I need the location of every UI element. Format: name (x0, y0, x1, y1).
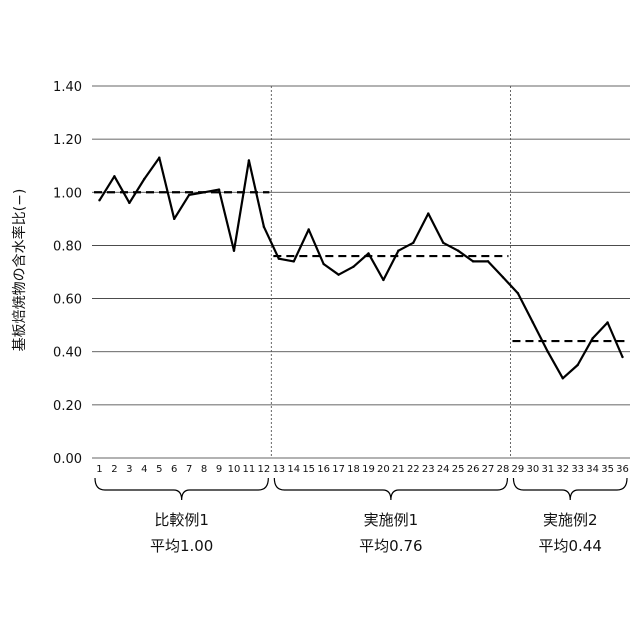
y-tick-label: 0.20 (53, 399, 82, 414)
x-axis-ticks: 1234567891011121314151617181920212223242… (96, 464, 629, 475)
series-line (100, 158, 623, 379)
x-tick-label: 16 (317, 464, 330, 475)
data-point (457, 250, 459, 252)
data-point (517, 292, 519, 294)
x-tick-label: 14 (287, 464, 300, 475)
group-braces (95, 478, 627, 500)
x-tick-label: 10 (228, 464, 241, 475)
x-tick-label: 17 (332, 464, 345, 475)
data-point (382, 279, 384, 281)
x-tick-label: 27 (482, 464, 495, 475)
data-point (263, 226, 265, 228)
data-point (442, 242, 444, 244)
data-point (233, 250, 235, 252)
x-tick-label: 22 (407, 464, 420, 475)
group-dividers (271, 86, 510, 458)
data-point (576, 364, 578, 366)
x-tick-label: 28 (497, 464, 510, 475)
x-tick-label: 20 (377, 464, 390, 475)
x-tick-label: 1 (96, 464, 102, 475)
x-tick-label: 21 (392, 464, 405, 475)
x-tick-label: 2 (111, 464, 117, 475)
data-point (188, 194, 190, 196)
data-point (322, 263, 324, 265)
data-point (606, 321, 608, 323)
group-average-label: 平均1.00 (150, 537, 213, 555)
y-tick-label: 1.20 (53, 133, 82, 148)
group-average-label: 平均0.76 (359, 537, 422, 555)
x-tick-label: 6 (171, 464, 177, 475)
data-point (173, 218, 175, 220)
group-brace (274, 478, 507, 500)
x-tick-label: 9 (216, 464, 222, 475)
group-brace (95, 478, 268, 500)
data-point (293, 260, 295, 262)
y-tick-label: 1.40 (53, 80, 82, 95)
y-tick-label: 0.80 (53, 239, 82, 254)
data-point (502, 276, 504, 278)
data-point (547, 351, 549, 353)
data-point (203, 191, 205, 193)
x-tick-label: 36 (616, 464, 629, 475)
data-point (113, 175, 115, 177)
group-labels: 比較例1 平均1.00 実施例1 平均0.76 実施例2 平均0.44 (150, 511, 602, 555)
data-point (248, 159, 250, 161)
data-point (472, 260, 474, 262)
data-point (427, 212, 429, 214)
group-name: 比較例1 (154, 511, 209, 529)
x-tick-label: 15 (302, 464, 315, 475)
x-tick-label: 25 (452, 464, 465, 475)
x-tick-label: 30 (526, 464, 539, 475)
data-point (143, 178, 145, 180)
x-tick-label: 26 (467, 464, 480, 475)
y-axis-label: 基板焙焼物の含水率比(−) (11, 189, 28, 352)
x-tick-label: 11 (243, 464, 256, 475)
x-tick-label: 32 (556, 464, 569, 475)
data-point (218, 188, 220, 190)
y-tick-label: 0.40 (53, 346, 82, 361)
data-point (158, 157, 160, 159)
group-name: 実施例1 (364, 511, 419, 529)
data-point (307, 228, 309, 230)
data-point (337, 273, 339, 275)
y-tick-label: 1.00 (53, 186, 82, 201)
x-tick-label: 23 (422, 464, 435, 475)
x-tick-label: 13 (272, 464, 285, 475)
data-point (98, 199, 100, 201)
x-tick-label: 12 (257, 464, 270, 475)
x-tick-label: 24 (437, 464, 450, 475)
data-point (621, 356, 623, 358)
x-tick-label: 4 (141, 464, 147, 475)
x-tick-label: 18 (347, 464, 360, 475)
data-point (412, 242, 414, 244)
grid-lines (92, 86, 630, 458)
data-point (128, 202, 130, 204)
group-average-label: 平均0.44 (539, 537, 602, 555)
x-tick-label: 8 (201, 464, 207, 475)
group-brace (513, 478, 627, 500)
x-tick-label: 19 (362, 464, 375, 475)
y-axis-ticks: 0.00 0.20 0.40 0.60 0.80 1.00 1.20 1.40 (53, 80, 82, 467)
x-tick-label: 31 (541, 464, 554, 475)
x-tick-label: 7 (186, 464, 192, 475)
data-point (367, 252, 369, 254)
x-tick-label: 3 (126, 464, 132, 475)
data-point (352, 265, 354, 267)
y-tick-label: 0.60 (53, 293, 82, 308)
data-point (397, 250, 399, 252)
x-tick-label: 29 (512, 464, 525, 475)
group-name: 実施例2 (543, 511, 598, 529)
data-point (278, 258, 280, 260)
x-tick-label: 33 (571, 464, 584, 475)
data-point (532, 321, 534, 323)
data-point (562, 377, 564, 379)
y-tick-label: 0.00 (53, 452, 82, 467)
data-point (487, 260, 489, 262)
x-tick-label: 35 (601, 464, 614, 475)
data-point (591, 337, 593, 339)
x-tick-label: 5 (156, 464, 162, 475)
x-tick-label: 34 (586, 464, 599, 475)
